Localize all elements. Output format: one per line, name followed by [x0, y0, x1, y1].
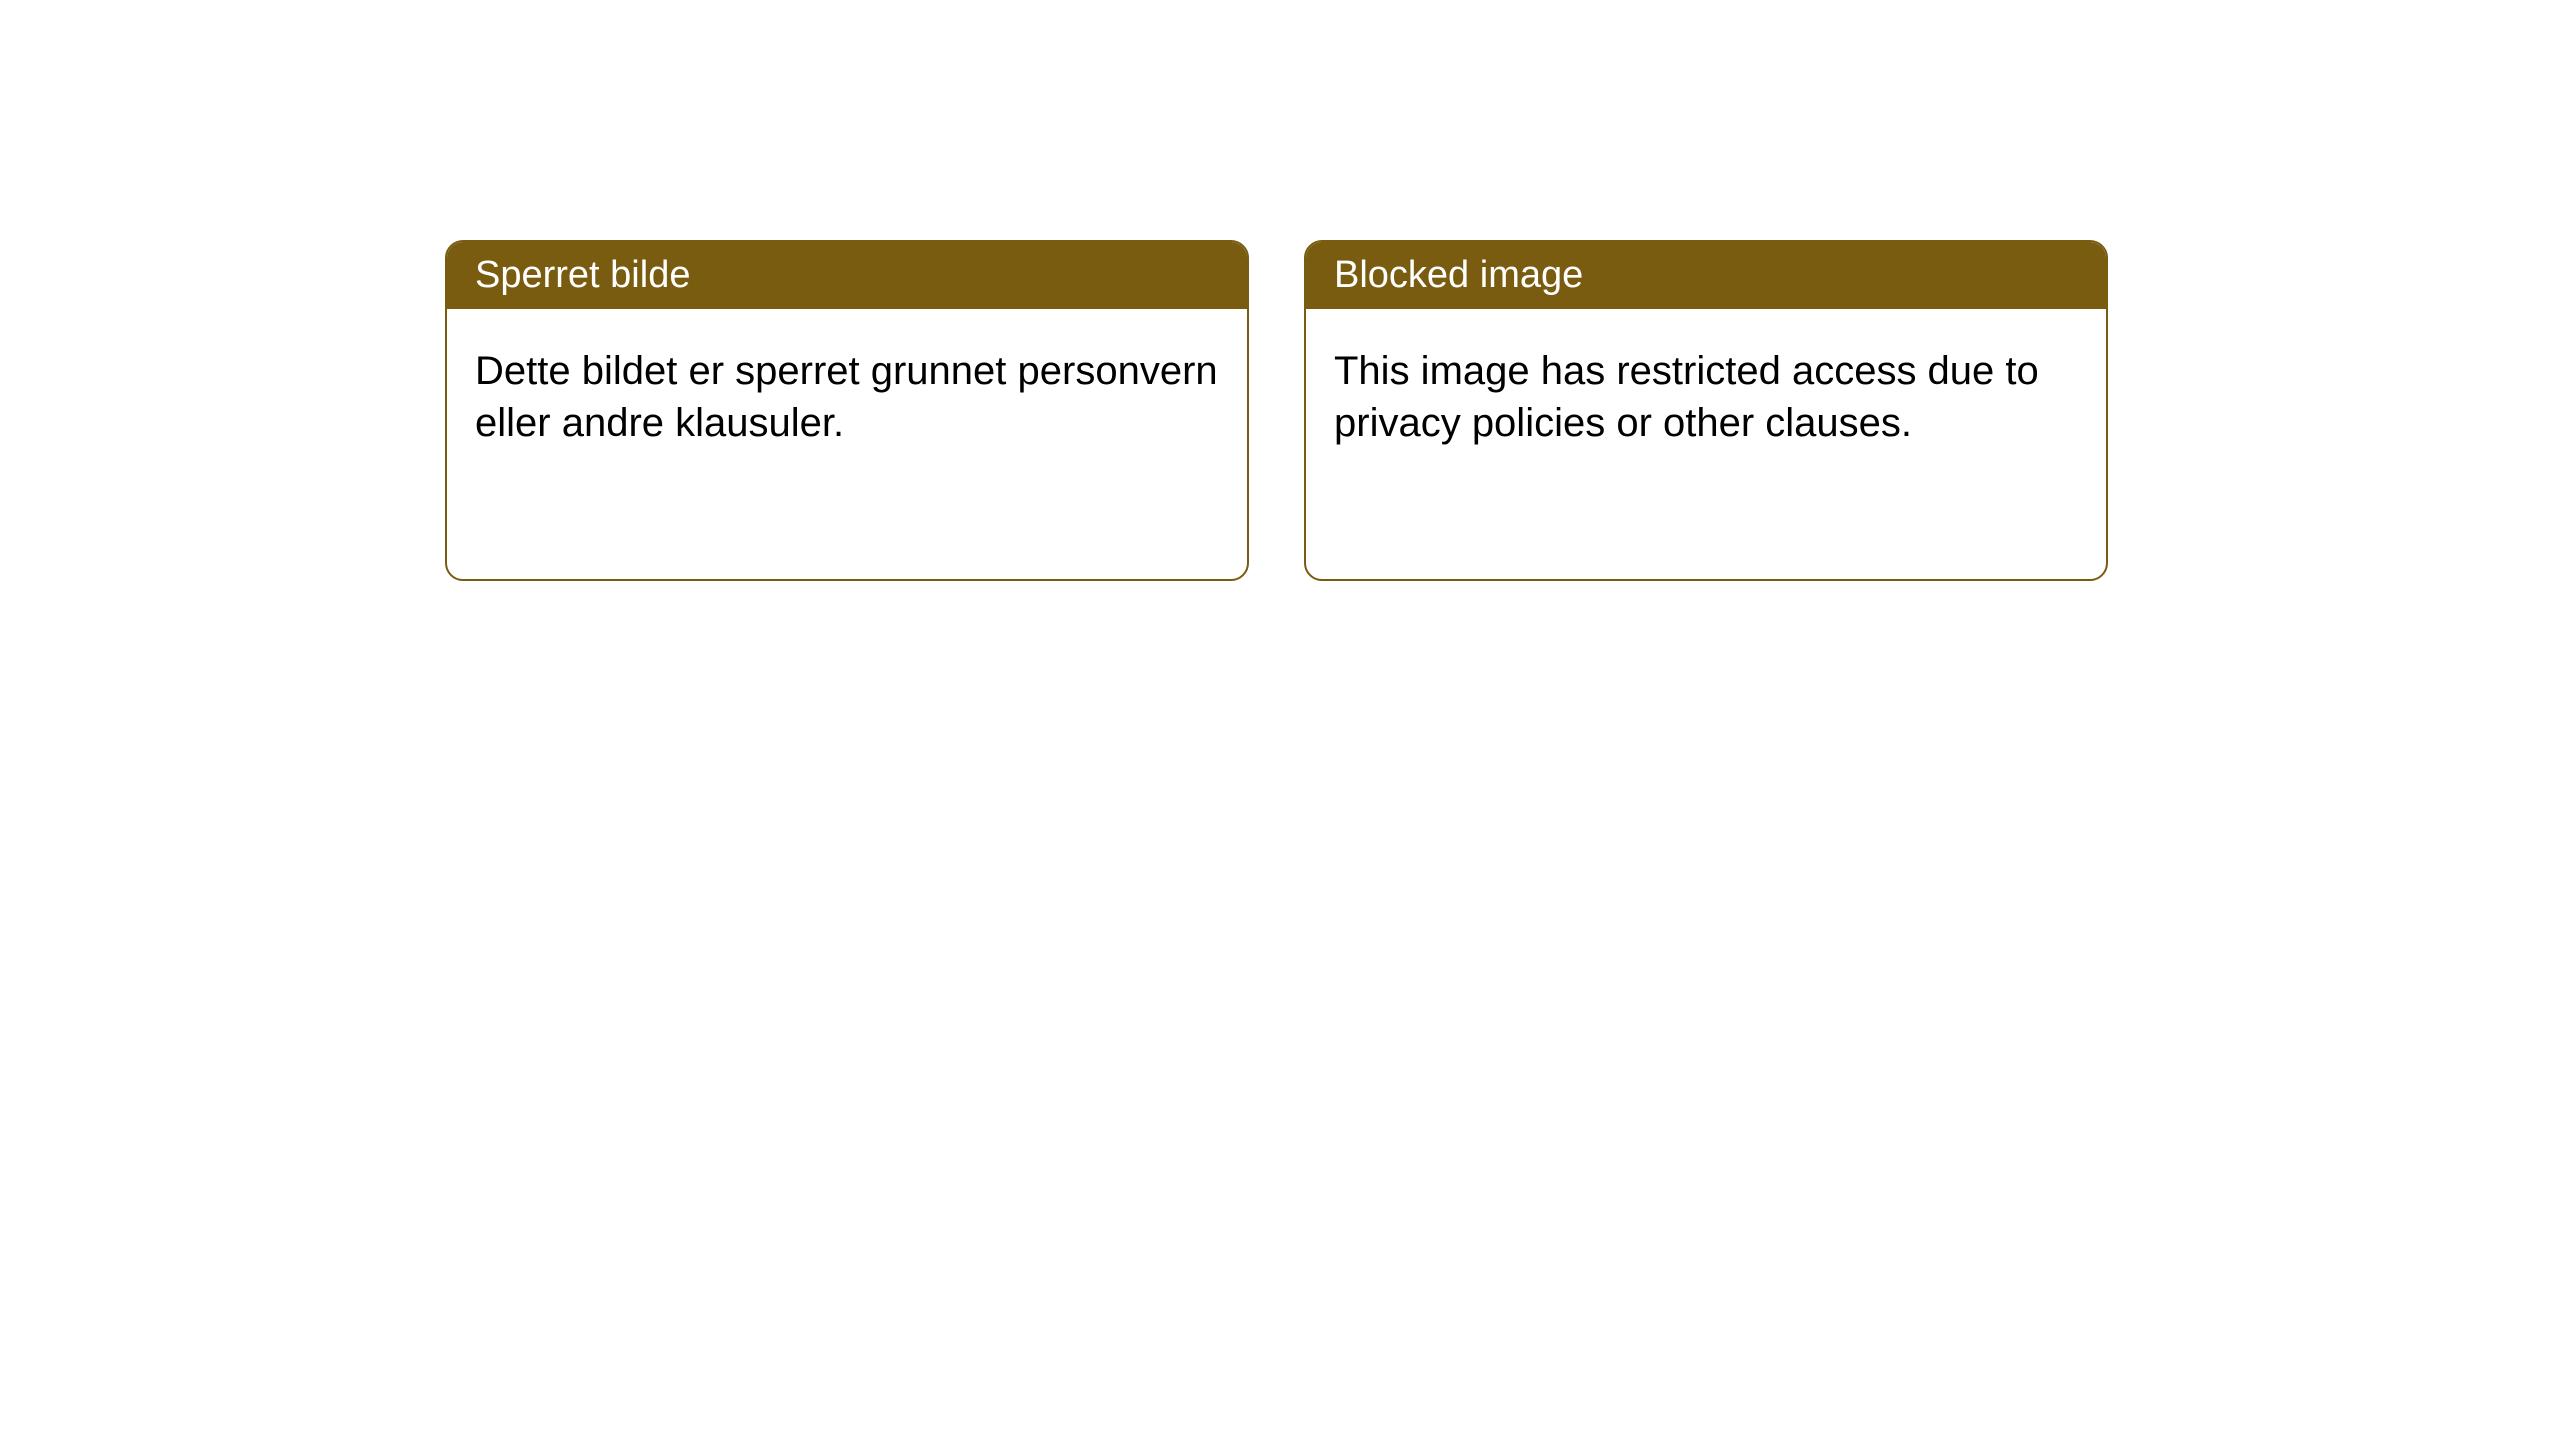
notice-container: Sperret bilde Dette bildet er sperret gr… — [445, 240, 2108, 581]
notice-text-en: This image has restricted access due to … — [1334, 349, 2039, 445]
notice-body-en: This image has restricted access due to … — [1306, 309, 2106, 579]
notice-title-no: Sperret bilde — [475, 254, 690, 296]
notice-title-en: Blocked image — [1334, 254, 1583, 296]
notice-card-no: Sperret bilde Dette bildet er sperret gr… — [445, 240, 1249, 581]
notice-header-no: Sperret bilde — [447, 242, 1247, 309]
notice-header-en: Blocked image — [1306, 242, 2106, 309]
notice-card-en: Blocked image This image has restricted … — [1304, 240, 2108, 581]
notice-text-no: Dette bildet er sperret grunnet personve… — [475, 349, 1218, 445]
notice-body-no: Dette bildet er sperret grunnet personve… — [447, 309, 1247, 579]
